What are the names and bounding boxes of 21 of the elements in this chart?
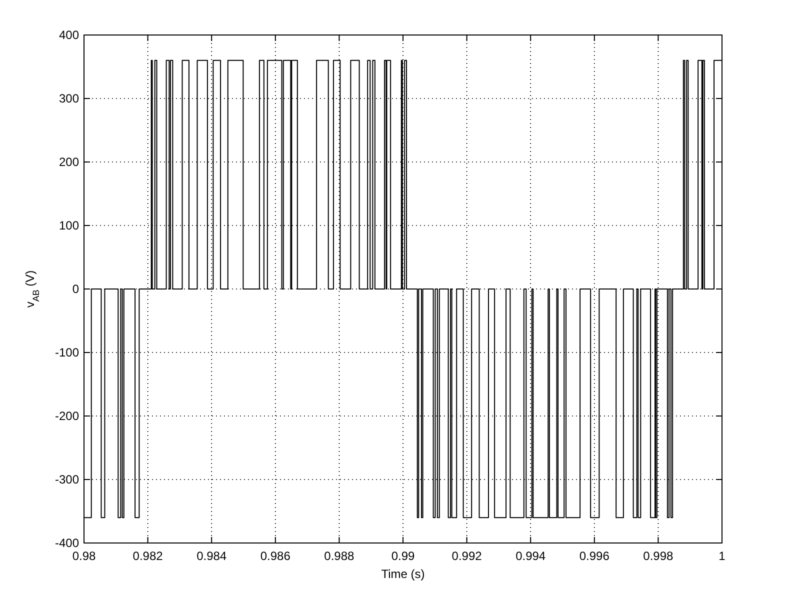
y-tick-label: 100 <box>58 218 80 232</box>
y-tick-label: 0 <box>72 282 80 296</box>
y-tick-label: -200 <box>54 409 80 423</box>
x-tick-label: 0.986 <box>260 549 291 563</box>
x-tick-label: 0.98 <box>72 549 96 563</box>
x-tick-label: 0.994 <box>516 549 546 563</box>
y-tick-label: 400 <box>58 28 80 42</box>
x-tick-label: 0.984 <box>196 549 227 563</box>
y-tick-label: -100 <box>54 346 80 360</box>
x-tick-label: 1 <box>718 549 726 563</box>
x-tick-label: 0.99 <box>391 549 415 563</box>
x-tick-label: 0.992 <box>452 549 482 563</box>
x-tick-label: 0.996 <box>579 549 610 563</box>
x-axis-title: Time (s) <box>381 567 425 581</box>
y-tick-label: 200 <box>58 155 80 169</box>
y-tick-label: -300 <box>54 472 80 486</box>
x-tick-label: 0.982 <box>132 549 164 563</box>
x-tick-label: 0.998 <box>643 549 674 563</box>
y-tick-label: 300 <box>58 92 80 106</box>
x-tick-label: 0.988 <box>324 549 355 563</box>
y-tick-label: -400 <box>54 536 80 550</box>
